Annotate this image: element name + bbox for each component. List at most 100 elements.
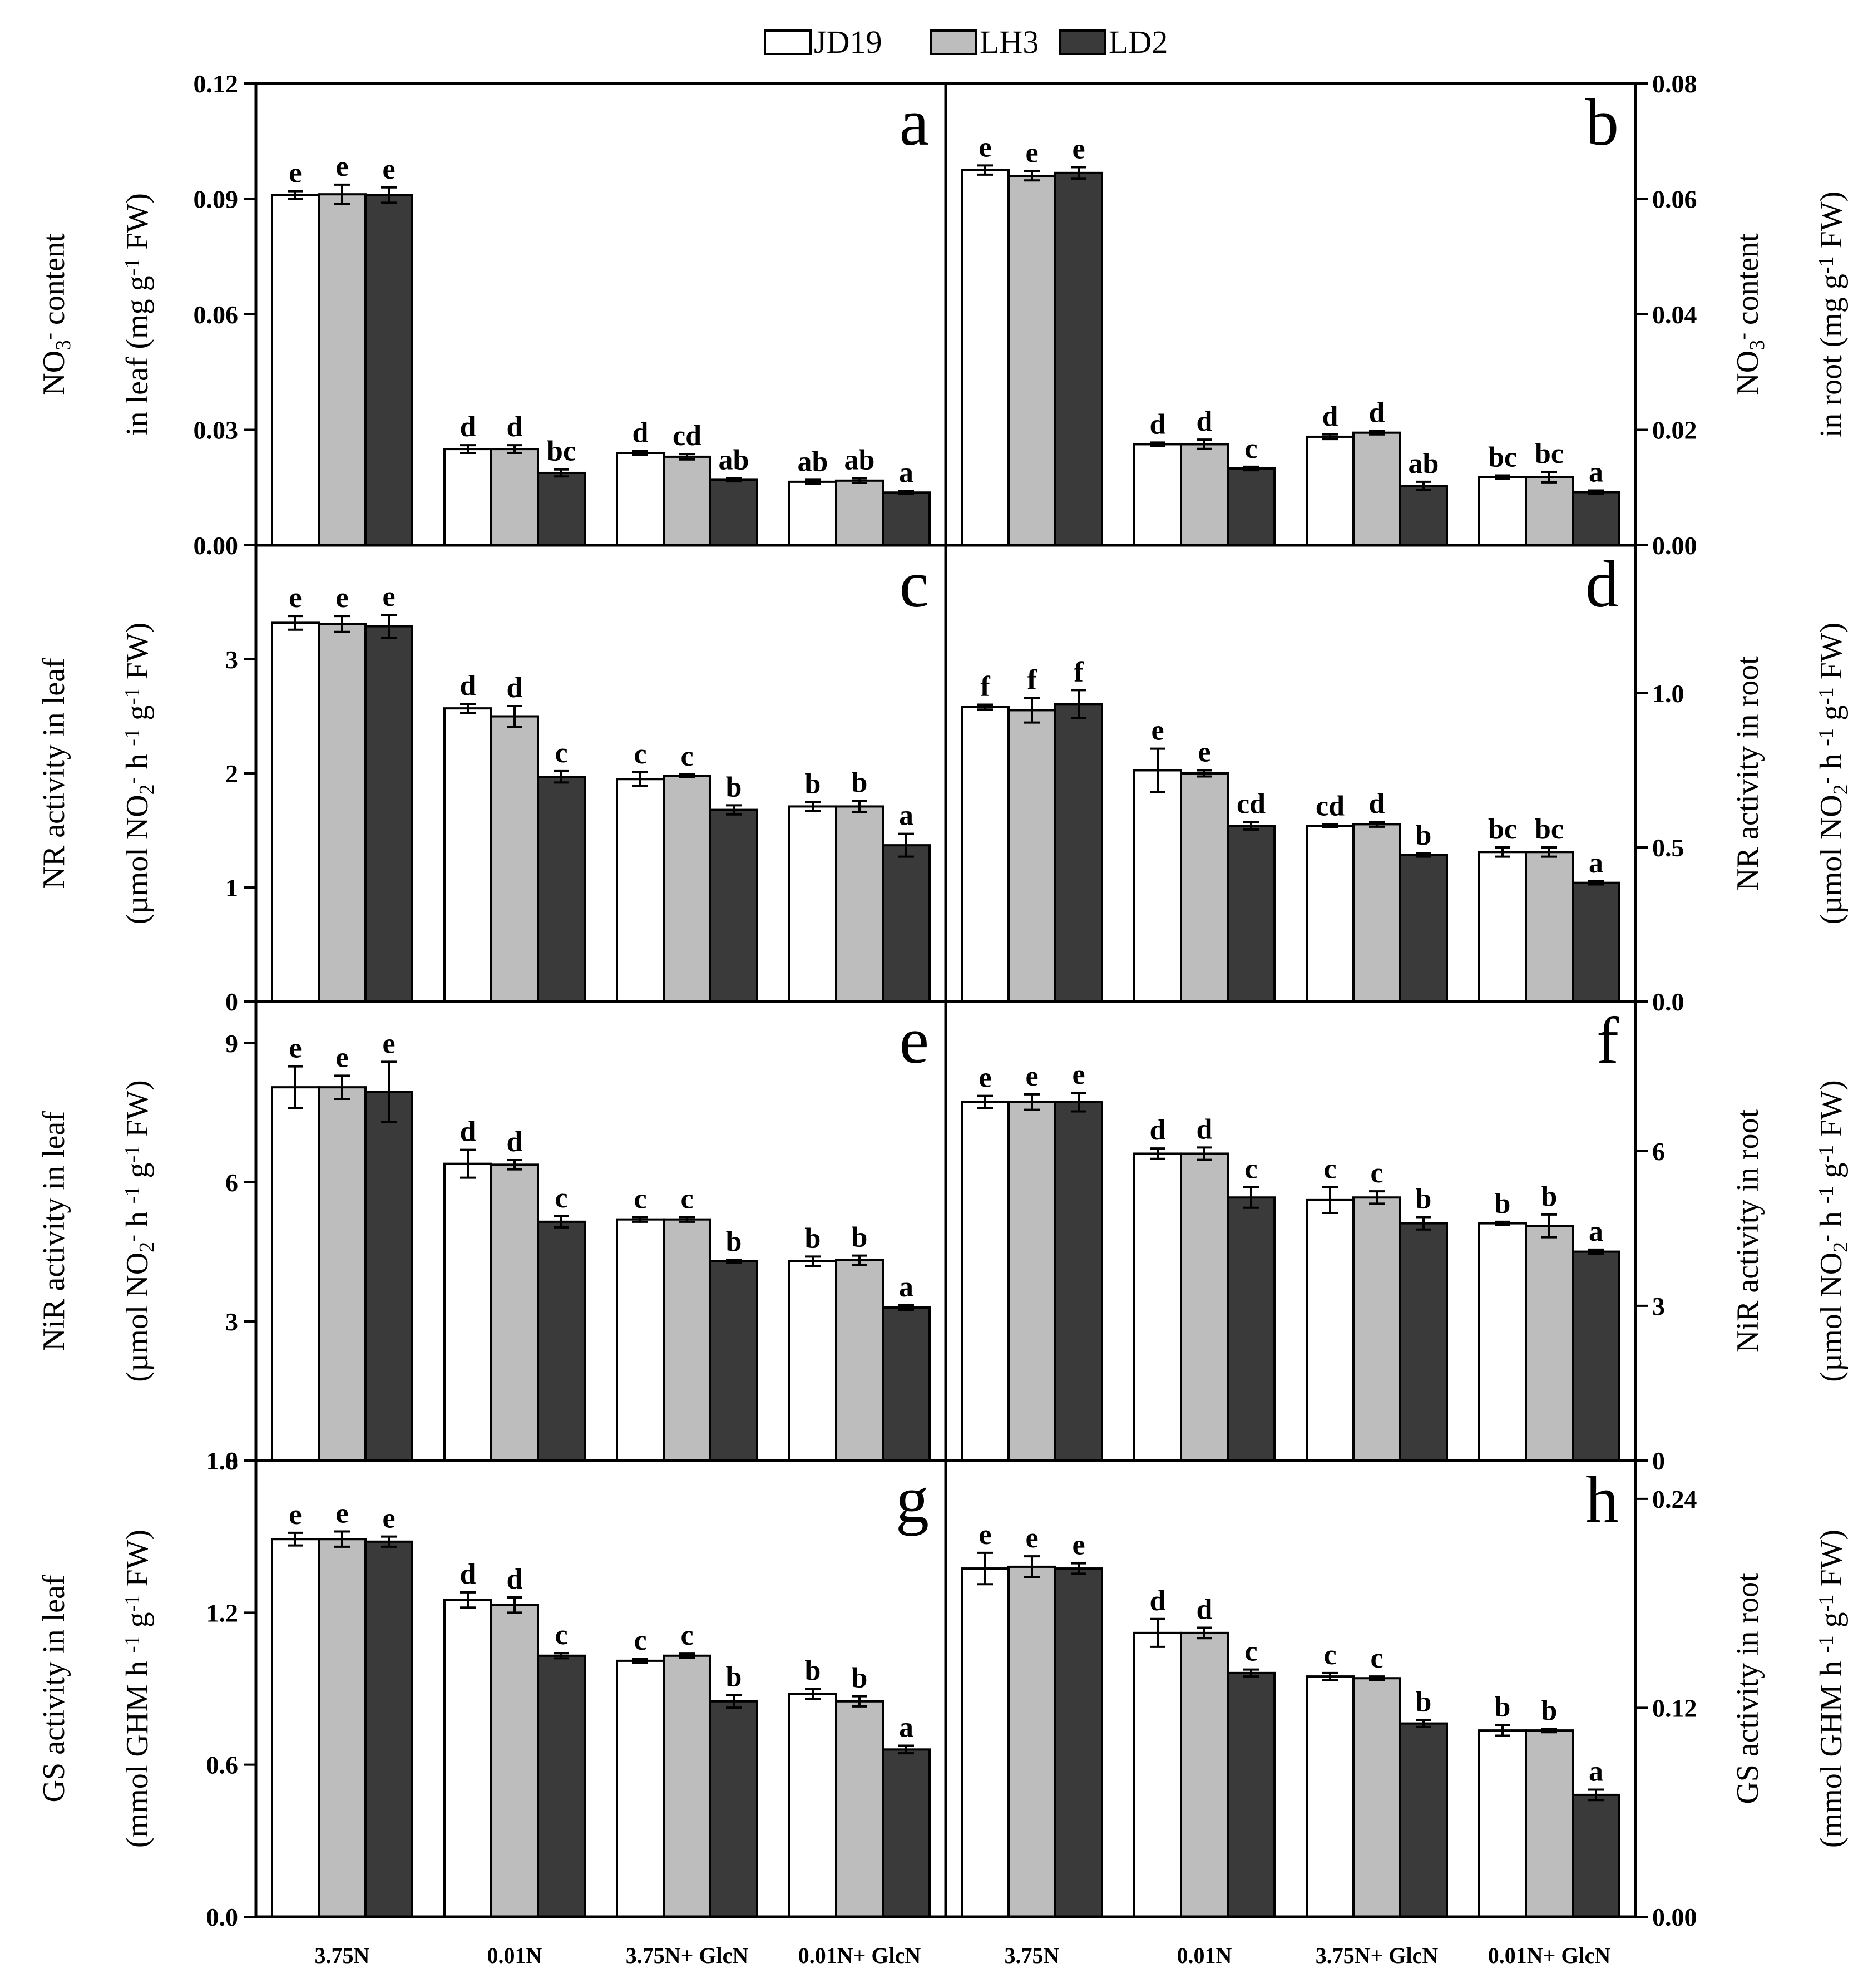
bar-ld2	[364, 1540, 413, 1918]
axis-label-part: NO	[120, 795, 155, 840]
y-tick-label: 0.00	[194, 531, 239, 560]
significance-letter: e	[289, 1499, 302, 1531]
axis-label-part: FW)	[1814, 623, 1849, 688]
significance-letter: b	[805, 1222, 821, 1254]
axis-label-part: 3	[52, 340, 75, 351]
axis-label-part: NO	[1814, 1252, 1849, 1298]
significance-letter: ab	[798, 446, 828, 477]
axis-label-line: (mmol GHM h -1 g-1 FW)	[120, 1530, 155, 1848]
significance-letter: e	[382, 1503, 395, 1535]
axis-label-part: -1	[1815, 1186, 1838, 1204]
significance-letter: bc	[1488, 441, 1517, 473]
bar-jd19	[443, 448, 492, 546]
significance-letter: f	[980, 670, 990, 702]
y-tick-label: 0.00	[1652, 1903, 1697, 1931]
significance-letter: d	[632, 417, 649, 449]
axis-label-part	[120, 769, 155, 777]
axis-label-part: FW)	[120, 1530, 155, 1595]
axis-label-part: h	[1814, 1203, 1849, 1227]
significance-letter: e	[979, 1062, 991, 1094]
significance-letter: cd	[1316, 790, 1345, 822]
panel-letter: h	[1585, 1462, 1619, 1536]
panel-h: 0.000.120.24e e ed dc c cb b bah	[961, 1462, 1697, 1931]
bar-jd19	[616, 452, 665, 546]
significance-letter: c	[1244, 1153, 1257, 1185]
axis-label-part: content	[1731, 233, 1765, 333]
bar-jd19	[1133, 1152, 1182, 1462]
axis-label-part: 2	[1829, 784, 1852, 795]
y-axis-label: GS activity in root (mmol GHM h -1 g-1 FW…	[1731, 1530, 1849, 1848]
bar-ld2	[1054, 1567, 1103, 1918]
y-tick-label: 0.06	[194, 300, 239, 329]
axis-label-part: h	[1814, 746, 1849, 769]
axis-label-part: NO	[1814, 795, 1849, 840]
axis-label-part: NR activity in leaf	[37, 658, 71, 889]
bar-lh3	[1352, 431, 1401, 546]
axis-label-part: -1	[1815, 256, 1838, 274]
axis-label-part: NiR activity in leaf	[37, 1111, 71, 1351]
bars: e e ed dc c cb b ba	[271, 1028, 931, 1462]
axis-label-part: -1	[121, 258, 144, 276]
category-labels: 3.75N 0.01N 3.75N+ GlcN 0.01N+ GlcN 3.75N 0.0…	[315, 1943, 1611, 1968]
axis-label-part	[1814, 721, 1849, 728]
axis-label-part: -	[37, 333, 61, 340]
bar-ld2	[882, 844, 931, 1003]
bar-jd19	[1478, 1729, 1527, 1918]
axis-label-line: GS activity in leaf	[37, 1575, 71, 1802]
significance-letter: c	[680, 1183, 693, 1215]
bar-lh3	[835, 479, 884, 546]
bar-ld2	[882, 1748, 931, 1918]
axis-label-part: g	[1814, 1612, 1849, 1627]
significance-letter: d	[460, 411, 476, 443]
axis-label-part: h	[120, 1653, 155, 1676]
axis-label-line: GS activity in root	[1731, 1573, 1765, 1804]
significance-letter: d	[1369, 397, 1385, 429]
significance-letter: a	[1589, 1216, 1603, 1247]
significance-letter: e	[382, 581, 395, 613]
bar-lh3	[835, 1259, 884, 1462]
bar-lh3	[663, 775, 711, 1003]
significance-letter: b	[1495, 1188, 1511, 1220]
x-category-label: 3.75N	[315, 1943, 370, 1968]
axis-label-part: 3	[1746, 340, 1769, 351]
bar-jd19	[1478, 476, 1527, 547]
significance-letter: e	[979, 1519, 991, 1551]
axis-label-part: -1	[121, 1595, 144, 1612]
y-axis-label: NiR activity in leaf (µmol NO2- h -1 g-1 …	[37, 1080, 159, 1382]
bar-jd19	[961, 1101, 1010, 1462]
bar-ld2	[1054, 171, 1103, 546]
axis-label-part: -	[1731, 333, 1755, 340]
significance-letter: b	[852, 1663, 868, 1694]
axis-label-part	[120, 1627, 155, 1635]
y-tick-label: 0.08	[1652, 70, 1697, 98]
y-tick-label: 9	[225, 1029, 238, 1058]
axis-label-part: g	[120, 705, 155, 721]
significance-letter: e	[1072, 133, 1085, 165]
y-tick-label: 0.03	[194, 416, 239, 445]
y-tick-label: 6	[225, 1168, 238, 1197]
y-tick-label: 0.02	[1652, 416, 1697, 445]
significance-letter: b	[1416, 1686, 1432, 1718]
axis-label-part: NR activity in root	[1731, 656, 1765, 891]
y-axis-label: NiR activity in root (µmol NO2- h -1 g-1 …	[1731, 1080, 1852, 1382]
bar-jd19	[443, 707, 492, 1003]
significance-letter: b	[726, 771, 742, 803]
significance-letter: a	[899, 800, 913, 832]
bar-lh3	[1525, 1729, 1574, 1918]
significance-letter: b	[1541, 1695, 1558, 1726]
significance-letter: e	[1025, 1060, 1038, 1092]
significance-letter: b	[852, 1222, 868, 1254]
bar-ld2	[709, 808, 758, 1003]
axis-label-line: NiR activity in root	[1731, 1109, 1765, 1353]
bar-ld2	[1572, 1250, 1620, 1462]
significance-letter: d	[507, 1126, 523, 1158]
y-tick-label: 0.0	[1652, 988, 1684, 1016]
bars: e e ed dc c cb b ba	[961, 1519, 1620, 1918]
axis-label-part: g	[1814, 705, 1849, 721]
bar-lh3	[1525, 851, 1574, 1003]
bar-jd19	[788, 1693, 837, 1918]
legend-swatch	[1059, 29, 1106, 55]
bar-jd19	[1133, 769, 1182, 1003]
axis-label-part: 2	[135, 1242, 159, 1252]
